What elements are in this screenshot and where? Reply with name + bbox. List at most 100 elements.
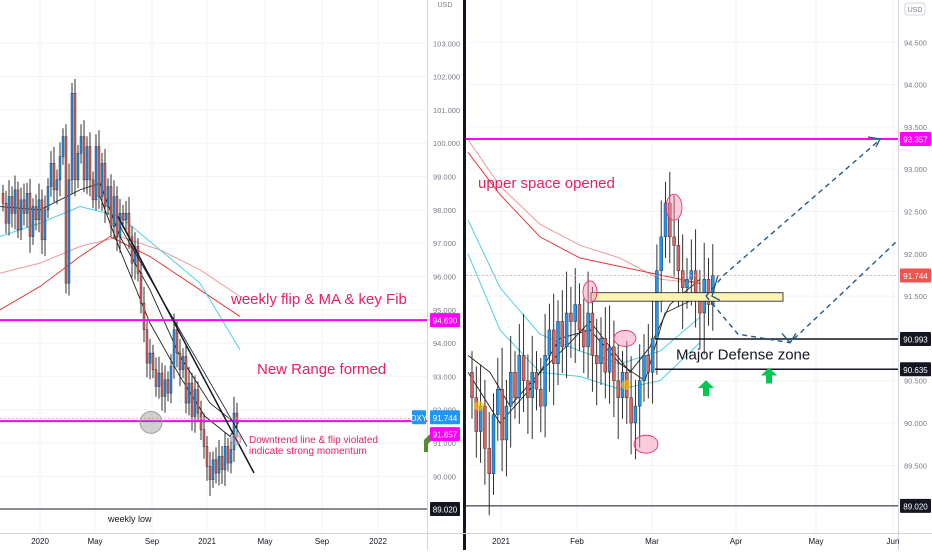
left-candle — [184, 356, 188, 404]
right-candle — [470, 372, 474, 398]
left-candle — [211, 459, 215, 480]
right-candle — [530, 372, 534, 398]
left-badge-89020-bg — [430, 502, 460, 517]
left-candle — [139, 272, 143, 304]
right-candle — [491, 414, 496, 474]
right-candle — [706, 278, 711, 305]
right-candle — [547, 329, 552, 356]
right-candle — [573, 304, 577, 322]
right-candle — [607, 346, 612, 373]
downtrend-line — [117, 216, 255, 474]
left-badge-91657-bg — [430, 427, 460, 442]
highlight-ellipse — [582, 280, 598, 304]
left-candle — [175, 329, 179, 354]
weekly-low-annotation: weekly low — [107, 514, 152, 524]
left-candle — [163, 379, 167, 397]
right-badge-89020-bg — [900, 498, 931, 513]
left-candle — [25, 193, 29, 214]
right-ma-100 — [467, 151, 701, 284]
left-ma-100 — [0, 235, 241, 317]
left-badge-89020: 89.020 — [433, 506, 458, 515]
panel-separator — [463, 0, 466, 550]
left-candle — [67, 179, 71, 284]
highlight-ellipse — [633, 434, 659, 454]
left-candle — [202, 429, 206, 447]
left-candle — [154, 369, 158, 387]
left-x-tick-label: Sep — [315, 537, 330, 546]
right-badge-90993-bg — [900, 332, 931, 347]
right-candle — [629, 397, 633, 424]
left-candle — [85, 146, 89, 181]
support-marker — [621, 379, 631, 390]
right-candle — [483, 405, 487, 449]
left-candle — [178, 352, 182, 370]
left-candle — [31, 206, 35, 237]
downtrend-annotation-line2: indicate strong momentum — [249, 446, 367, 457]
ticker-badge-bg — [412, 410, 426, 425]
left-y-tick-label: 95.000 — [433, 306, 456, 315]
right-candle — [599, 338, 603, 364]
left-candle — [16, 189, 20, 231]
left-candle — [166, 379, 170, 394]
right-candle — [517, 355, 521, 398]
right-ma-50b — [467, 253, 701, 390]
defense-zone-annotation: Major Defense zone — [676, 347, 810, 364]
right-candle — [655, 270, 659, 339]
left-candle — [229, 449, 233, 464]
left-candle — [91, 179, 95, 201]
left-x-tick-label: May — [87, 537, 102, 546]
right-y-tick-label: 92.500 — [904, 208, 927, 217]
left-badge-last-bg — [430, 410, 460, 425]
left-candle — [82, 136, 86, 181]
bullish-arrow-icon — [761, 367, 777, 384]
currency-badge: USD — [908, 7, 923, 14]
left-x-tick-label: 2022 — [369, 537, 387, 546]
highlight-ellipse — [665, 193, 683, 221]
right-candle — [504, 405, 509, 441]
left-y-tick-label: 103.000 — [433, 39, 460, 48]
right-candle — [474, 397, 478, 432]
left-y-tick-label: 90.000 — [433, 472, 456, 481]
breakout-highlight-circle — [230, 434, 242, 446]
right-x-tick-label: May — [808, 537, 823, 546]
left-candle — [22, 199, 26, 214]
right-candle — [616, 380, 620, 398]
right-candle — [521, 355, 526, 381]
left-badge-94690: 94.690 — [433, 317, 458, 326]
right-badge-90993: 90.993 — [903, 336, 928, 345]
left-candle — [58, 156, 62, 181]
right-candle — [539, 388, 543, 407]
left-candle — [1, 193, 5, 204]
left-y-tick-label: 99.000 — [433, 173, 456, 182]
left-candle — [157, 372, 161, 387]
projection-arrowhead — [867, 136, 881, 148]
right-candle — [513, 372, 517, 398]
left-badge-91657: 91.657 — [433, 431, 458, 440]
right-candle — [633, 405, 638, 424]
left-candle — [217, 456, 221, 474]
left-candle — [40, 199, 44, 241]
left-candle — [172, 329, 176, 367]
left-candle — [142, 302, 146, 330]
downtrend-line-inner — [119, 226, 248, 447]
left-candle — [61, 136, 65, 157]
right-ma-50a — [467, 219, 701, 365]
left-candle — [106, 186, 110, 207]
right-candle — [638, 380, 642, 407]
right-y-tick-label: 89.500 — [904, 461, 927, 470]
right-ma-200 — [467, 139, 701, 284]
right-candle — [509, 372, 513, 407]
right-badge-93357-bg — [900, 132, 931, 147]
right-candle — [685, 278, 689, 288]
left-badge-94690-bg — [430, 313, 460, 328]
left-y-tick-label: 96.000 — [433, 272, 456, 281]
left-y-tick-label: 94.000 — [433, 339, 456, 348]
bullish-arrow-icon — [698, 380, 714, 397]
left-candle — [79, 136, 83, 154]
left-candle — [208, 466, 212, 480]
left-candle — [94, 146, 98, 201]
left-candle — [43, 209, 47, 241]
right-y-tick-label: 90.000 — [904, 419, 927, 428]
